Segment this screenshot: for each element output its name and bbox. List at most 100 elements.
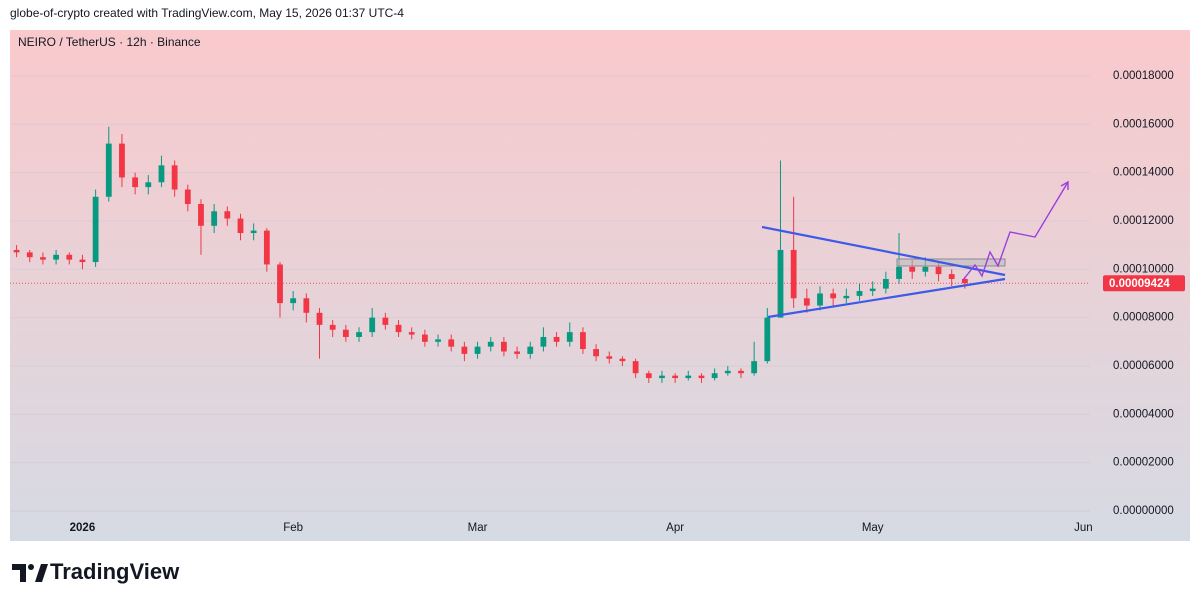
candle-body [316, 312, 323, 325]
candle-body [553, 336, 560, 342]
x-tick-label: Jun [1074, 522, 1093, 534]
candle-body [263, 230, 270, 265]
candle-body [527, 346, 534, 354]
candle-body [711, 373, 718, 379]
logo-slash [35, 564, 48, 582]
candle-body [619, 358, 626, 362]
x-tick-label: Feb [283, 522, 303, 534]
y-tick-label: 0.00002000 [1113, 457, 1174, 469]
candle-body [961, 278, 968, 284]
y-tick-label: 0.00006000 [1113, 360, 1174, 372]
candle-body [290, 298, 297, 304]
candle-body [13, 249, 20, 253]
candle-body [606, 356, 613, 359]
candle-body [461, 346, 468, 354]
candle-body [580, 332, 586, 350]
last-price-badge [1103, 275, 1185, 292]
candle-body [158, 165, 165, 183]
projection-path [962, 181, 1069, 281]
candle-body [724, 370, 731, 374]
candle-body [909, 266, 916, 272]
candle-body [672, 375, 679, 379]
candle-body [790, 249, 797, 299]
candle-body [329, 324, 336, 330]
candle-body [198, 204, 204, 226]
range-box [896, 258, 1006, 267]
candle-body [817, 293, 823, 306]
candle-body [540, 336, 547, 347]
candle-body [645, 373, 652, 379]
candle-body [237, 218, 244, 234]
candle-body [171, 165, 178, 190]
candle-body [896, 266, 902, 279]
y-tick-label: 0.00010000 [1113, 263, 1174, 275]
candle-body [922, 266, 929, 272]
grid [10, 75, 1090, 512]
candle-body [882, 278, 889, 289]
candle-body [593, 349, 599, 357]
candle-body [211, 211, 218, 226]
candle-body [250, 230, 257, 234]
candle-body [448, 339, 455, 347]
candle-body [803, 298, 810, 306]
symbol-title: NEIRO / TetherUS · 12h · Binance [18, 35, 201, 49]
y-tick-label: 0.00000000 [1113, 505, 1174, 517]
candle-body [79, 259, 86, 263]
x-tick-label: Mar [468, 522, 488, 534]
y-tick-label: 0.00008000 [1113, 312, 1174, 324]
candle-body [514, 351, 520, 354]
y-tick-label: 0.00004000 [1113, 408, 1174, 420]
candle-body [632, 361, 639, 374]
triangle-upper-line [761, 225, 1006, 277]
candle-body [487, 341, 494, 347]
candle-body [356, 332, 362, 337]
candle-body [869, 288, 876, 292]
candle-body [751, 361, 758, 374]
candle-body [685, 375, 692, 379]
candle-body [224, 211, 231, 219]
candle-body [369, 317, 376, 333]
candle-body [66, 254, 73, 260]
axes: 0.00000000 0.00002000 0.00004000 0.00006000… [70, 70, 1185, 534]
candle-body [935, 266, 942, 275]
y-tick-label: 0.00016000 [1113, 118, 1174, 130]
projection-arrowhead [1060, 180, 1069, 190]
candles [13, 126, 968, 383]
candle-body [184, 189, 191, 205]
brand-name: TradingView [50, 559, 180, 584]
brand-logo [12, 564, 48, 582]
candle-body [474, 346, 481, 354]
logo-dot [28, 564, 34, 570]
x-tick-label: May [862, 522, 884, 534]
candle-body [119, 143, 125, 178]
triangle-lower-line [767, 277, 1006, 319]
candle-body [698, 375, 705, 379]
y-tick-label: 0.00012000 [1113, 215, 1174, 227]
x-tick-label: 2026 [70, 522, 96, 534]
candle-body [830, 293, 837, 299]
logo-mark [12, 564, 26, 582]
candle-body [738, 370, 744, 374]
chart-background [10, 30, 1190, 541]
x-tick-label: Apr [666, 522, 684, 534]
candle-body [132, 177, 139, 188]
candle-body [948, 274, 955, 279]
candle-body [659, 375, 665, 379]
candle-body [26, 252, 33, 258]
candle-body [40, 257, 46, 260]
candle-body [501, 341, 507, 352]
drawings [761, 180, 1069, 319]
candle-body [421, 334, 428, 342]
candle-body [145, 182, 152, 188]
candle-body [856, 291, 863, 296]
candle-body [435, 339, 441, 342]
candle-body [105, 143, 112, 197]
candle-body [382, 317, 389, 325]
candle-body [777, 249, 784, 318]
candle-body [53, 254, 59, 260]
candle-body [277, 264, 283, 304]
candle-body [92, 196, 99, 263]
y-tick-label: 0.00014000 [1113, 167, 1174, 179]
